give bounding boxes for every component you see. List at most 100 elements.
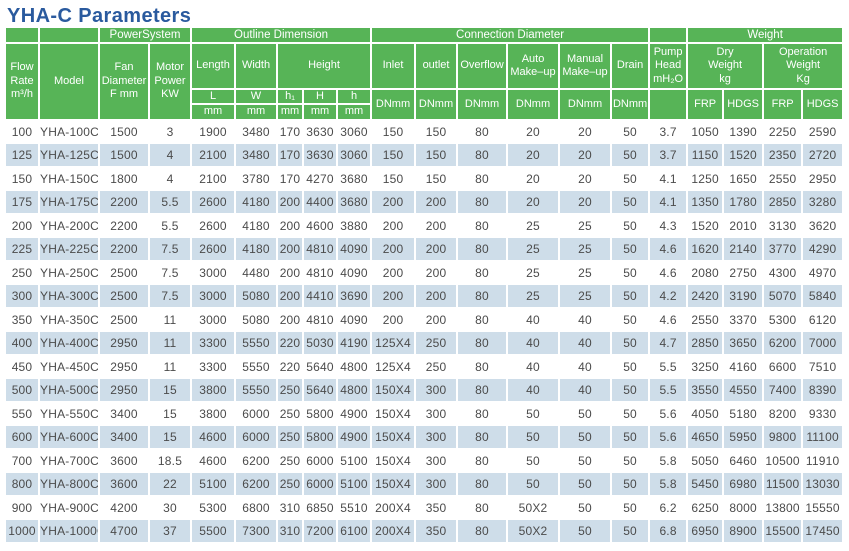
table-cell: 5080 bbox=[236, 285, 276, 307]
table-cell: 7300 bbox=[236, 520, 276, 542]
table-cell: 4400 bbox=[304, 191, 336, 213]
table-cell: 5800 bbox=[304, 402, 336, 425]
table-cell: 3650 bbox=[724, 332, 763, 354]
table-cell: 11 bbox=[150, 308, 190, 331]
table-cell: 4.6 bbox=[650, 238, 687, 260]
table-cell: 4180 bbox=[236, 191, 276, 213]
table-cell: YHA-400C bbox=[40, 332, 98, 354]
header-group-row: PowerSystem Outline Dimension Connection… bbox=[6, 28, 843, 43]
table-cell: 7.5 bbox=[150, 238, 190, 260]
table-cell: 300 bbox=[416, 473, 457, 495]
table-cell: 150 bbox=[416, 144, 457, 166]
table-cell: 250 bbox=[416, 332, 457, 354]
table-cell: 3680 bbox=[338, 191, 371, 213]
table-cell: 11100 bbox=[803, 426, 843, 448]
table-cell: 6000 bbox=[304, 449, 336, 472]
table-cell: 11 bbox=[150, 332, 190, 354]
header-unit-h1-mm: mm bbox=[278, 105, 302, 119]
table-cell: 4180 bbox=[236, 214, 276, 237]
table-cell: 700 bbox=[6, 449, 38, 472]
table-cell: 3480 bbox=[236, 144, 276, 166]
header-op-hdgs: HDGS bbox=[803, 90, 843, 119]
table-cell: 5.6 bbox=[650, 402, 687, 425]
table-cell: 150X4 bbox=[372, 426, 415, 448]
table-cell: 50 bbox=[612, 191, 649, 213]
table-row: 600 YHA-600C 3400 15 4600 6000 250 5800 4900 150X… bbox=[6, 426, 843, 448]
table-cell: YHA-800C bbox=[40, 473, 98, 495]
table-cell: 13030 bbox=[803, 473, 843, 495]
table-cell: 220 bbox=[278, 332, 302, 354]
table-cell: YHA-300C bbox=[40, 285, 98, 307]
header-auto-makeup: Auto Make–up bbox=[508, 44, 559, 89]
table-cell: 80 bbox=[458, 449, 507, 472]
table-cell: 2750 bbox=[724, 261, 763, 284]
table-cell: 6200 bbox=[236, 473, 276, 495]
table-cell: 1650 bbox=[724, 167, 763, 190]
table-cell: 200 bbox=[372, 191, 415, 213]
table-cell: YHA-150C bbox=[40, 167, 98, 190]
table-cell: 15 bbox=[150, 379, 190, 401]
table-cell: 30 bbox=[150, 496, 190, 519]
table-cell: 150 bbox=[372, 144, 415, 166]
header-unit-L-mm: mm bbox=[192, 105, 234, 119]
table-cell: 150X4 bbox=[372, 379, 415, 401]
table-cell: 4.2 bbox=[650, 285, 687, 307]
table-cell: 250 bbox=[278, 473, 302, 495]
table-cell: 400 bbox=[6, 332, 38, 354]
table-cell: 9330 bbox=[803, 402, 843, 425]
table-cell: 4.6 bbox=[650, 308, 687, 331]
table-cell: 5100 bbox=[338, 473, 371, 495]
table-cell: 200 bbox=[278, 238, 302, 260]
table-cell: 80 bbox=[458, 332, 507, 354]
table-cell: 5.6 bbox=[650, 426, 687, 448]
table-cell: 5.5 bbox=[650, 355, 687, 378]
table-cell: 50 bbox=[560, 520, 611, 542]
table-cell: 50 bbox=[508, 449, 559, 472]
table-cell: YHA-500C bbox=[40, 379, 98, 401]
table-cell: 3630 bbox=[304, 120, 336, 143]
group-weight: Weight bbox=[688, 28, 843, 43]
table-cell: 200 bbox=[372, 214, 415, 237]
table-cell: 4.7 bbox=[650, 332, 687, 354]
table-cell: 5510 bbox=[338, 496, 371, 519]
table-row: 125 YHA-125C 1500 4 2100 3480 170 3630 3060 150 15… bbox=[6, 144, 843, 166]
table-cell: 20 bbox=[560, 167, 611, 190]
table-cell: 4 bbox=[150, 167, 190, 190]
table-cell: 2600 bbox=[192, 191, 234, 213]
table-cell: 5030 bbox=[304, 332, 336, 354]
table-cell: 6800 bbox=[236, 496, 276, 519]
header-op-frp: FRP bbox=[764, 90, 802, 119]
table-cell: 22 bbox=[150, 473, 190, 495]
table-cell: 11 bbox=[150, 355, 190, 378]
table-cell: 200 bbox=[416, 285, 457, 307]
table-cell: 40 bbox=[508, 308, 559, 331]
header-manual-makeup: Manual Make–up bbox=[560, 44, 611, 89]
table-cell: 5.8 bbox=[650, 473, 687, 495]
table-cell: 7510 bbox=[803, 355, 843, 378]
table-cell: 3600 bbox=[100, 449, 148, 472]
table-cell: 200 bbox=[372, 285, 415, 307]
table-cell: 4.1 bbox=[650, 167, 687, 190]
header-overflow: Overflow bbox=[458, 44, 507, 89]
table-cell: 2850 bbox=[764, 191, 802, 213]
table-row: 400 YHA-400C 2950 11 3300 5550 220 5030 4190 125X… bbox=[6, 332, 843, 354]
table-cell: 15 bbox=[150, 426, 190, 448]
table-cell: 200 bbox=[372, 238, 415, 260]
table-cell: 300 bbox=[416, 449, 457, 472]
table-cell: 25 bbox=[508, 261, 559, 284]
table-cell: 50 bbox=[560, 496, 611, 519]
table-body: 100 YHA-100C 1500 3 1900 3480 170 3630 3060 150 15… bbox=[6, 120, 843, 542]
table-row: 300 YHA-300C 2500 7.5 3000 5080 200 4410 3690 200… bbox=[6, 285, 843, 307]
header-sub-H: H bbox=[304, 90, 336, 104]
table-cell: 125 bbox=[6, 144, 38, 166]
table-cell: 200 bbox=[278, 308, 302, 331]
table-row: 175 YHA-175C 2200 5.5 2600 4180 200 4400 3680 200… bbox=[6, 191, 843, 213]
table-cell: 500 bbox=[6, 379, 38, 401]
table-cell: 3.7 bbox=[650, 120, 687, 143]
table-cell: 8200 bbox=[764, 402, 802, 425]
table-cell: 10500 bbox=[764, 449, 802, 472]
table-cell: 6000 bbox=[236, 402, 276, 425]
table-cell: 4160 bbox=[724, 355, 763, 378]
table-cell: 1900 bbox=[192, 120, 234, 143]
table-cell: 300 bbox=[416, 379, 457, 401]
